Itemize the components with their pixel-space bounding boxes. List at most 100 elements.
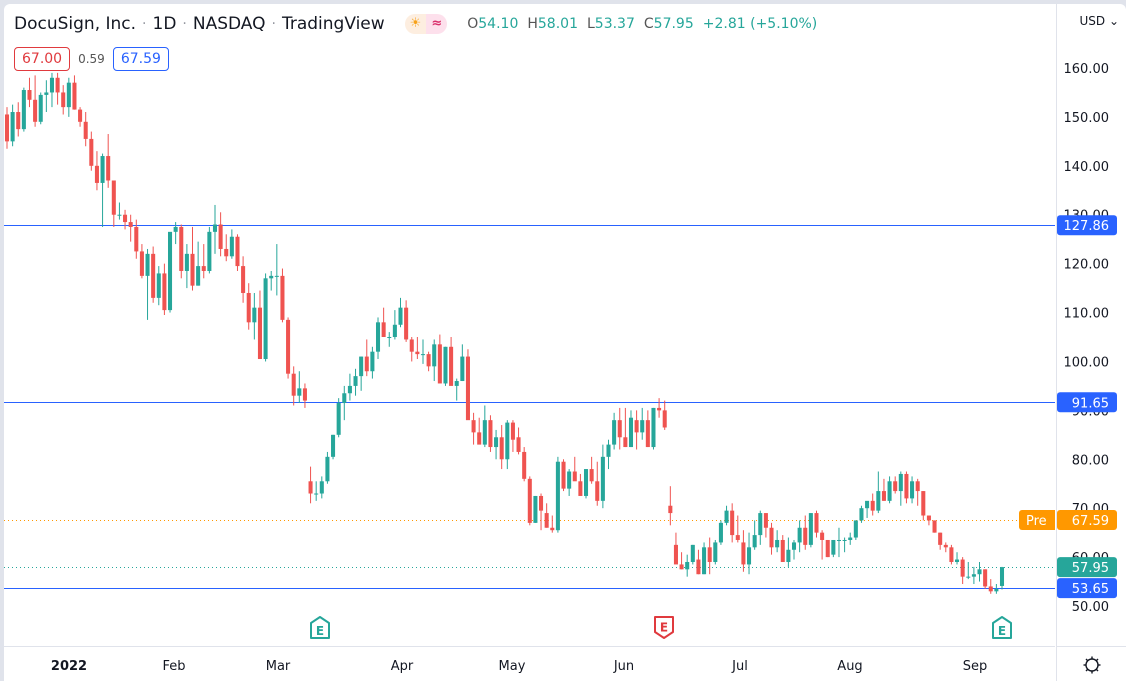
candle <box>331 434 336 460</box>
earnings-marker[interactable]: E <box>654 616 674 639</box>
candle <box>561 459 566 492</box>
candle <box>966 561 971 580</box>
candle <box>359 356 364 391</box>
candle <box>718 520 723 545</box>
candle <box>510 420 515 452</box>
time-tick-label: Jun <box>613 659 634 674</box>
candle <box>252 292 257 340</box>
candle <box>910 476 915 504</box>
candle <box>16 102 21 137</box>
candle <box>499 425 504 470</box>
trade-buttons: 67.00 0.59 67.59 <box>14 47 169 71</box>
candle <box>679 552 684 570</box>
price-pane[interactable]: E E E Pre DocuSign, Inc. · 1D · NASDAQ · Tr… <box>4 4 1059 646</box>
candle <box>218 212 223 257</box>
candle <box>786 537 791 567</box>
candle <box>10 104 15 147</box>
candle <box>572 456 577 482</box>
time-tick-label: Apr <box>391 659 414 674</box>
candle <box>72 75 77 110</box>
legend-separator: · <box>182 16 187 32</box>
time-tick-label: 2022 <box>51 659 87 674</box>
candle <box>201 244 206 279</box>
candle <box>713 539 718 565</box>
candle <box>690 544 695 565</box>
candle <box>921 491 926 521</box>
candle <box>342 385 347 421</box>
low-value: 53.37 <box>594 16 635 32</box>
price-tick-label: 120.00 <box>1064 258 1110 273</box>
candle <box>488 415 493 452</box>
candle <box>876 471 881 514</box>
candle <box>887 476 892 504</box>
ohlc-values: O54.10 H58.01 L53.37 C57.95 +2.81 (+5.10… <box>467 16 817 32</box>
candle <box>106 134 111 188</box>
candle <box>775 530 780 553</box>
candle <box>606 439 611 470</box>
candle <box>943 542 948 553</box>
time-axis-labels: 2022 Feb Mar Apr May Jun Jul Aug Sep <box>51 659 988 674</box>
price-level-label: 57.95 <box>1072 561 1109 576</box>
price-axis[interactable]: USD ⌄ 160.00150.00140.00130.00120.00110.… <box>1056 4 1126 646</box>
interval-label[interactable]: 1D <box>152 14 177 34</box>
exchange-label: NASDAQ <box>192 14 266 34</box>
candle <box>229 229 234 259</box>
market-status-badge[interactable]: ☀ ≈ <box>404 14 448 34</box>
candle <box>702 542 707 575</box>
time-tick-label: May <box>499 659 526 674</box>
candle <box>977 561 982 582</box>
candle <box>842 537 847 553</box>
svg-text:Pre: Pre <box>1026 514 1047 529</box>
spread-value: 0.59 <box>78 52 105 66</box>
candle <box>83 112 88 147</box>
chart-window: E E E Pre DocuSign, Inc. · 1D · NASDAQ · Tr… <box>4 4 1126 681</box>
candle <box>179 224 184 279</box>
candle <box>196 241 201 286</box>
candle <box>353 368 358 396</box>
settings-button[interactable] <box>1056 646 1126 681</box>
time-axis[interactable]: 2022 Feb Mar Apr May Jun Jul Aug Sep <box>4 646 1055 681</box>
candle <box>420 339 426 364</box>
symbol-name[interactable]: DocuSign, Inc. <box>14 14 137 34</box>
candle <box>78 107 83 127</box>
candle <box>415 337 420 360</box>
candle <box>550 515 555 533</box>
candle <box>212 204 218 254</box>
candle <box>246 283 251 330</box>
time-tick-label: Jul <box>731 659 748 674</box>
candle <box>685 554 690 577</box>
candle <box>364 339 369 377</box>
candle <box>988 579 993 594</box>
candle <box>696 549 701 575</box>
time-tick-label: Sep <box>963 659 988 674</box>
candle <box>522 447 527 482</box>
legend-separator: · <box>271 16 276 32</box>
candle <box>735 515 740 543</box>
earnings-marker[interactable]: E <box>310 616 330 639</box>
candle <box>567 469 572 496</box>
price-level-badge <box>1057 392 1117 413</box>
price-level-label: 91.65 <box>1072 396 1109 411</box>
candle <box>274 244 279 296</box>
price-tick-label: 140.00 <box>1064 160 1110 175</box>
candle <box>336 398 341 438</box>
price-tick-label: 50.00 <box>1072 600 1109 615</box>
currency-selector[interactable]: USD ⌄ <box>1079 14 1119 28</box>
candle <box>853 520 858 540</box>
candle <box>870 493 875 516</box>
candle <box>814 510 819 538</box>
candle <box>432 339 437 382</box>
candle <box>347 373 352 401</box>
earnings-marker[interactable]: E <box>992 616 1012 639</box>
time-tick-label: Mar <box>266 659 291 674</box>
buy-button[interactable]: 67.59 <box>112 47 169 71</box>
candlestick-chart[interactable]: E E E Pre <box>4 4 1059 646</box>
candle <box>859 505 864 523</box>
price-tick-label: 110.00 <box>1064 307 1110 322</box>
candle <box>4 107 10 149</box>
sun-icon: ☀ <box>404 14 427 34</box>
sell-button[interactable]: 67.00 <box>14 47 71 71</box>
price-level-badge <box>1057 578 1117 599</box>
candle <box>426 351 431 372</box>
candle <box>145 248 150 320</box>
